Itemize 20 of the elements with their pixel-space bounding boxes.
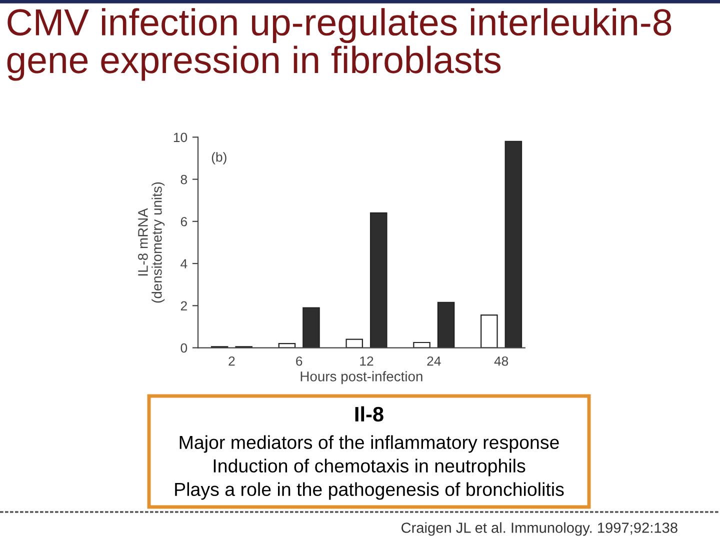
text: Il-8	[355, 406, 384, 422]
annotation: (b)	[212, 152, 226, 164]
x-tick-label: 6	[296, 356, 302, 366]
x-tick-label: 48	[494, 356, 508, 366]
text: Plays a role in the pathogenesis of bronchiolitis	[175, 482, 564, 500]
y-axis-title: IL-8 mRNA (densitometry units)	[138, 182, 165, 303]
text: Major mediators of the inflammatory response	[180, 435, 559, 453]
x-tick-label: 12	[360, 356, 374, 366]
chart-title: CMV infection up-regulates interleukin-8 gene expression in fibroblasts	[7, 8, 672, 81]
text: Induction of chemotaxis in neutrophils	[214, 458, 526, 476]
y-tick-label: 2	[180, 301, 187, 310]
y-tick-label: 10	[174, 132, 188, 142]
y-tick-label: 8	[180, 174, 188, 184]
y-tick-label: 6	[180, 216, 188, 226]
x-tick-label: 24	[427, 356, 441, 366]
x-axis-title: Hours post-infection	[300, 371, 422, 384]
y-tick-label: 4	[180, 259, 188, 268]
y-tick-label: 0	[180, 343, 188, 353]
x-tick-label: 2	[228, 356, 235, 366]
text: Craigen JL et al. Immunology. 1997;92:138	[402, 522, 678, 536]
